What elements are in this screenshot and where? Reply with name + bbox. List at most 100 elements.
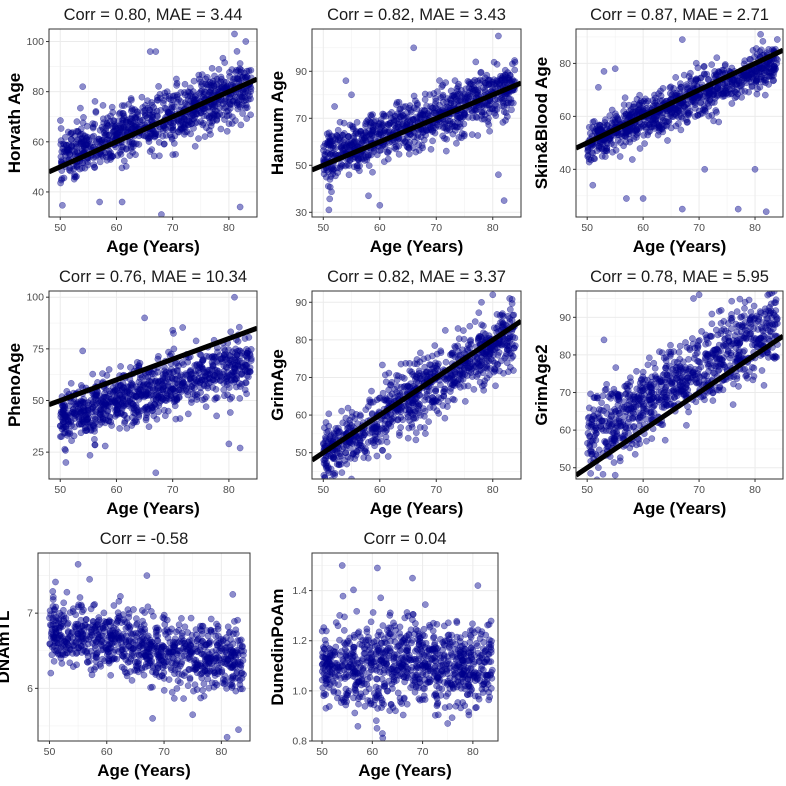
data-point <box>475 86 482 93</box>
data-point <box>429 104 437 112</box>
data-point <box>432 104 439 112</box>
data-point <box>339 131 346 139</box>
data-point <box>349 123 357 131</box>
data-point <box>696 337 703 344</box>
data-point <box>91 163 98 171</box>
data-point <box>172 415 180 423</box>
data-point <box>676 85 684 93</box>
data-point <box>369 168 376 176</box>
data-point <box>440 119 448 126</box>
data-point <box>429 137 436 145</box>
outlier-point <box>701 165 709 173</box>
data-point <box>467 336 475 344</box>
data-point <box>113 406 120 414</box>
data-point <box>209 361 216 369</box>
data-point <box>646 127 654 135</box>
data-point <box>328 476 335 479</box>
data-point <box>605 136 613 144</box>
data-point <box>501 335 508 343</box>
data-point <box>756 83 764 91</box>
data-point <box>612 146 620 154</box>
data-point <box>187 374 195 382</box>
data-point <box>100 119 108 127</box>
data-point <box>61 133 69 141</box>
data-point <box>169 151 177 159</box>
data-point <box>633 95 641 103</box>
data-point <box>709 87 717 95</box>
data-point <box>173 367 181 375</box>
data-point <box>331 455 338 463</box>
data-point <box>433 350 441 358</box>
x-tick-label: 80 <box>223 222 235 234</box>
x-tick-label: 50 <box>317 222 329 234</box>
x-tick-label: 60 <box>374 222 386 234</box>
data-point <box>481 115 488 123</box>
data-point <box>741 57 749 65</box>
data-point <box>621 94 629 102</box>
data-point <box>745 88 752 96</box>
panel-title: Corr = 0.82, MAE = 3.43 <box>327 6 506 24</box>
panel-border <box>311 28 522 218</box>
data-point <box>96 126 104 134</box>
data-point <box>415 400 422 407</box>
x-tick-label: 70 <box>430 484 442 496</box>
y-tick-label: 25 <box>32 447 44 459</box>
data-point <box>762 79 769 87</box>
data-point <box>466 322 474 330</box>
data-point <box>241 335 249 342</box>
data-point <box>490 324 498 332</box>
outlier-point <box>489 291 497 299</box>
data-point <box>201 133 209 140</box>
data-point <box>705 112 713 120</box>
data-point <box>715 118 723 126</box>
data-point <box>492 382 499 390</box>
data-point <box>395 98 403 106</box>
data-point <box>57 117 64 124</box>
data-point <box>603 140 611 147</box>
data-point <box>208 64 216 72</box>
data-point <box>70 432 78 440</box>
data-point <box>381 371 389 379</box>
data-point <box>758 46 765 54</box>
data-point <box>470 386 478 393</box>
data-point <box>636 91 643 99</box>
outlier-point <box>158 211 165 217</box>
data-point <box>191 142 199 150</box>
x-tick-label: 60 <box>374 484 386 496</box>
data-point <box>243 67 251 75</box>
data-point <box>345 171 353 179</box>
data-point <box>237 103 244 111</box>
data-point <box>413 100 421 107</box>
data-point <box>412 436 420 444</box>
x-tick-label: 50 <box>54 222 66 234</box>
data-point <box>123 388 131 396</box>
data-point <box>105 366 113 373</box>
data-point <box>220 362 228 369</box>
data-point <box>165 378 173 386</box>
data-point <box>589 118 597 126</box>
data-point <box>677 113 685 121</box>
data-point <box>377 131 385 139</box>
data-point <box>703 70 711 78</box>
data-point <box>71 410 78 417</box>
data-point <box>387 114 395 122</box>
data-point <box>325 410 333 418</box>
identity-line <box>576 47 783 151</box>
panel-border <box>48 28 258 218</box>
data-point <box>399 389 406 397</box>
data-point <box>486 127 493 135</box>
data-point <box>385 147 393 154</box>
x-tick-label: 60 <box>111 222 123 234</box>
data-point <box>437 349 445 356</box>
data-point <box>326 183 334 191</box>
data-point <box>628 156 636 163</box>
data-point <box>443 403 451 410</box>
data-point <box>421 96 429 103</box>
y-tick-label: 70 <box>295 113 307 125</box>
data-point <box>344 425 351 432</box>
x-tick-label: 50 <box>54 484 66 496</box>
y-tick-label: 90 <box>295 66 307 78</box>
data-point <box>223 127 231 135</box>
